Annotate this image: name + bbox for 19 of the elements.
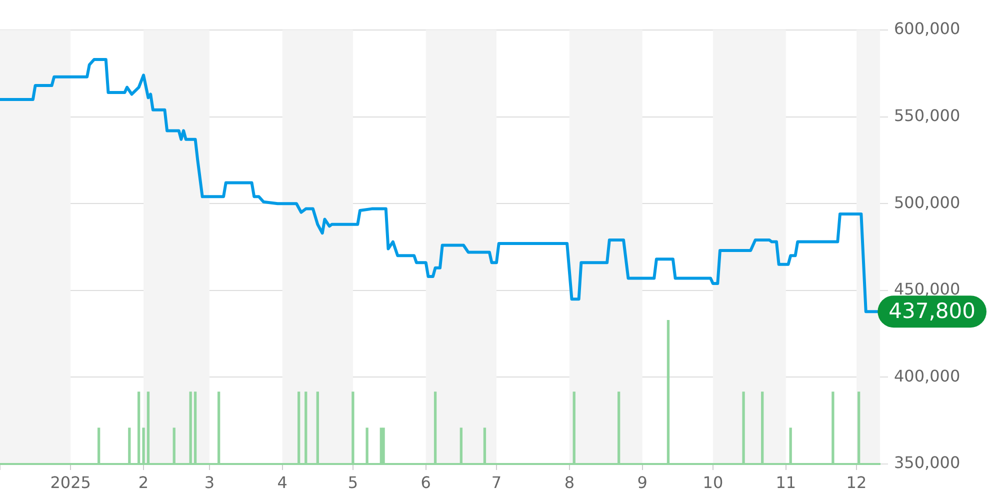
y-tick-label: 550,000 xyxy=(894,106,960,125)
x-tick-label: 2025 xyxy=(50,472,91,492)
x-tick-label: 5 xyxy=(348,472,358,492)
x-tick-label: 6 xyxy=(420,472,431,492)
annotation: 437,800 xyxy=(888,299,976,324)
x-tick-label: 12 xyxy=(846,472,867,492)
y-tick-label: 350,000 xyxy=(894,453,960,472)
y-tick-label: 450,000 xyxy=(894,280,960,299)
x-tick-label: 4 xyxy=(277,472,288,492)
x-tick-label: 7 xyxy=(491,472,502,492)
x-tick-label: 9 xyxy=(637,472,648,492)
x-tick-label: 11 xyxy=(776,472,796,492)
x-tick-label: 2 xyxy=(138,472,149,492)
x-tick-label: 8 xyxy=(564,472,575,492)
y-tick-label: 600,000 xyxy=(894,19,960,38)
x-tick-label: 10 xyxy=(702,472,724,492)
y-tick-label: 400,000 xyxy=(894,366,960,386)
y-tick-label: 500,000 xyxy=(894,192,960,212)
x-tick-label: 3 xyxy=(204,472,215,492)
